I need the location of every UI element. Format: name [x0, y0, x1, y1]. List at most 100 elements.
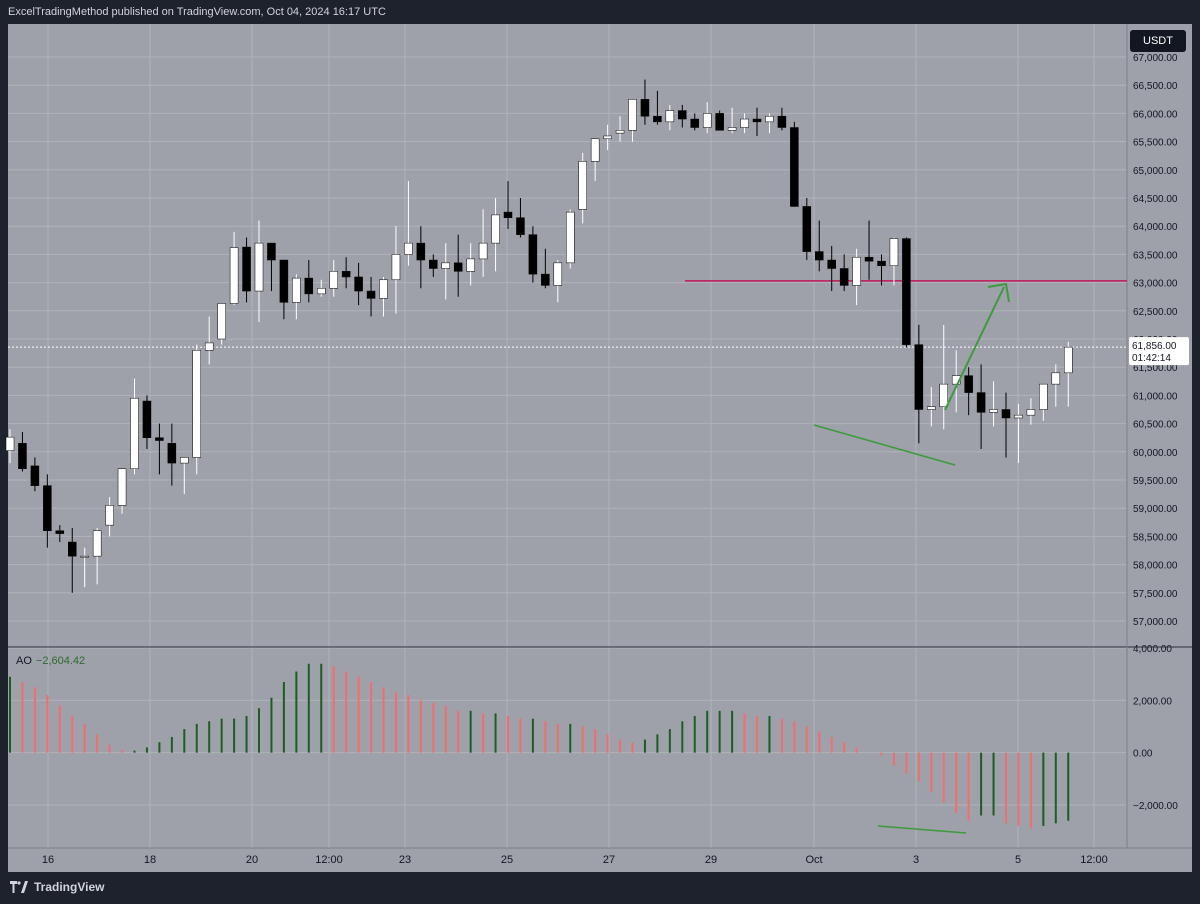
price-tick-label: 59,500.00	[1133, 476, 1178, 487]
time-tick-label: 12:00	[1080, 854, 1108, 866]
candle-body	[242, 246, 251, 292]
candle-body	[1051, 372, 1061, 385]
candle-body	[1064, 346, 1073, 374]
candle-body	[80, 555, 89, 558]
candle-body	[516, 217, 525, 235]
ao-value: −2,604.42	[35, 655, 86, 667]
candle-body	[578, 161, 587, 210]
candle-body	[702, 113, 712, 128]
candle-body	[727, 127, 737, 131]
candle-body	[18, 443, 27, 469]
candle-body	[976, 392, 986, 413]
published-text: ExcelTradingMethod published on TradingV…	[8, 6, 386, 18]
ao-tick-label: 2,000.00	[1133, 696, 1172, 707]
candle-body	[628, 99, 637, 131]
candle-body	[566, 211, 575, 264]
ao-tick-label: 0.00	[1133, 749, 1153, 760]
candle-body	[441, 262, 450, 269]
divergence-line-price	[813, 424, 956, 466]
candle-body	[68, 541, 77, 557]
price-tick-label: 62,500.00	[1133, 307, 1178, 318]
candle-body	[503, 211, 513, 218]
candle-body	[267, 242, 276, 261]
candle-body	[653, 115, 662, 123]
candle-body	[404, 242, 413, 255]
last-price-label	[1129, 337, 1189, 366]
time-tick-label: 16	[42, 854, 54, 866]
candle-body	[1001, 409, 1011, 419]
projection-arrow	[944, 286, 1005, 411]
price-tick-label: 61,000.00	[1133, 391, 1178, 402]
candle-body	[341, 271, 351, 278]
candle-body	[615, 130, 625, 134]
candle-body	[304, 277, 314, 295]
price-tick-label: 63,000.00	[1133, 279, 1178, 290]
price-tick-label: 66,000.00	[1133, 109, 1178, 120]
time-tick-label: 29	[705, 854, 717, 866]
candle-body	[379, 279, 388, 299]
candle-body	[590, 138, 600, 162]
candle-body	[827, 259, 836, 269]
top-bar: ExcelTradingMethod published on TradingV…	[0, 0, 1200, 24]
price-tick-label: 63,500.00	[1133, 250, 1178, 261]
candle-body	[839, 268, 849, 286]
time-tick-label: 18	[144, 854, 156, 866]
candle-body	[541, 273, 550, 286]
last-price-value: 61,856.00	[1132, 341, 1177, 352]
candle-body	[864, 256, 874, 262]
candle-body	[192, 350, 201, 458]
time-tick-label: 25	[501, 854, 513, 866]
candle-body	[690, 118, 699, 128]
candle-body	[914, 344, 924, 410]
candle-body	[478, 242, 488, 260]
price-tick-label: 58,000.00	[1133, 561, 1178, 572]
right-frame	[1192, 24, 1200, 872]
candle-body	[167, 443, 177, 464]
candle-body	[715, 113, 724, 131]
price-tick-label: 66,500.00	[1133, 81, 1178, 92]
candle-body	[740, 118, 749, 128]
arrow-head	[987, 282, 1010, 303]
currency-button[interactable]: USDT	[1130, 30, 1186, 52]
candle-body	[180, 457, 189, 464]
price-tick-label: 59,000.00	[1133, 504, 1178, 515]
candle-body	[1026, 409, 1036, 416]
candle-body	[354, 276, 363, 292]
brand-name: TradingView	[34, 880, 105, 894]
price-tick-label: 58,500.00	[1133, 532, 1178, 543]
time-tick-label: 20	[246, 854, 258, 866]
candle-body	[429, 259, 438, 269]
candle-body	[678, 110, 687, 120]
candle-body	[117, 468, 127, 506]
ao-legend[interactable]: AO −2,604.42	[16, 655, 85, 667]
candle-body	[155, 437, 164, 441]
bottom-bar: TradingView	[0, 872, 1200, 904]
candle-body	[777, 115, 787, 128]
time-tick-label: 12:00	[315, 854, 343, 866]
candle-body	[802, 206, 812, 252]
price-tick-label: 57,000.00	[1133, 617, 1178, 628]
candle-body	[765, 115, 774, 123]
candle-body	[603, 135, 612, 140]
candle-body	[229, 247, 239, 304]
time-tick-label: 5	[1015, 854, 1021, 866]
candle-body	[1039, 383, 1048, 410]
candle-body	[204, 342, 214, 351]
time-tick-label: Oct	[805, 854, 822, 866]
tradingview-brand[interactable]: TradingView	[10, 880, 104, 894]
candle-body	[217, 303, 226, 340]
price-tick-label: 60,500.00	[1133, 420, 1178, 431]
candle-body	[292, 277, 301, 303]
candle-body	[752, 118, 762, 123]
candle-body	[105, 505, 114, 526]
time-tick-label: 27	[603, 854, 615, 866]
candle-body	[92, 530, 102, 557]
price-tick-label: 65,500.00	[1133, 138, 1178, 149]
candle-body	[466, 258, 475, 272]
price-axis[interactable]	[1127, 24, 1192, 872]
candle-body	[491, 214, 500, 244]
tradingview-logo-icon	[10, 881, 28, 893]
candle-body	[391, 254, 401, 281]
candle-body	[902, 238, 911, 345]
